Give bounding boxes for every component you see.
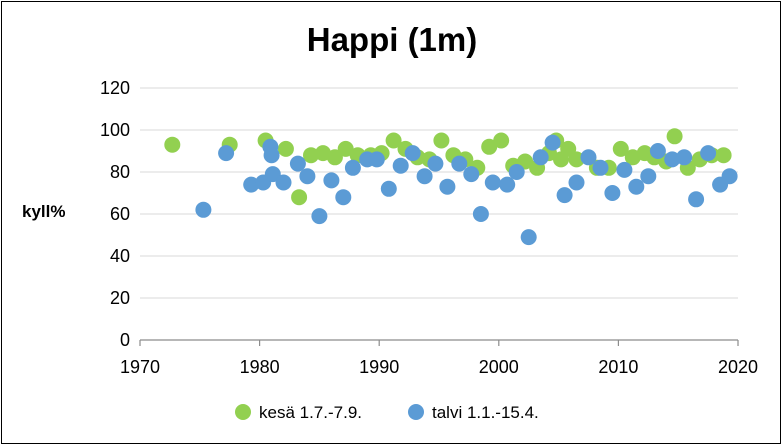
winter-data-point [311, 208, 328, 225]
summer-data-point [666, 128, 683, 145]
summer-data-point [326, 149, 343, 166]
winter-data-point [520, 229, 537, 246]
winter-data-point [427, 155, 444, 172]
y-tick-label: 60 [110, 204, 130, 224]
summer-data-point [481, 138, 498, 155]
summer-data-point [612, 140, 629, 157]
y-tick-label: 80 [110, 162, 130, 182]
winter-data-point [218, 145, 235, 162]
summer-data-point [715, 147, 732, 164]
winter-data-point [628, 178, 645, 195]
winter-data-point [568, 174, 585, 191]
winter-data-point [499, 176, 516, 193]
winter-data-point [299, 168, 316, 185]
winter-data-point [508, 164, 525, 180]
winter-data-point [275, 174, 292, 191]
winter-data-point [649, 143, 666, 159]
summer-data-point [568, 151, 585, 168]
y-tick-label: 100 [100, 120, 130, 140]
winter-data-point [380, 180, 397, 197]
winter-data-point [195, 201, 212, 218]
x-tick-label: 2010 [598, 357, 638, 377]
axes [139, 339, 739, 346]
winter-data-point [484, 174, 501, 191]
winter-data-point [439, 178, 456, 195]
x-tick-label: 2020 [718, 357, 758, 377]
winter-data-point [592, 159, 609, 176]
winter-data-point [616, 161, 633, 178]
winter-data-point [544, 134, 561, 151]
winter-data-point [404, 145, 421, 162]
summer-data-point [164, 136, 181, 153]
winter-data-point [604, 185, 621, 201]
summer-data-point [277, 140, 294, 157]
y-tick-label: 40 [110, 246, 130, 266]
gridlines [140, 87, 738, 299]
winter-data-point [392, 157, 409, 174]
winter-data-point [335, 189, 352, 206]
x-tick-label: 1990 [359, 357, 399, 377]
winter-data-point [688, 191, 705, 208]
y-tick-label: 20 [110, 288, 130, 308]
summer-legend-marker [235, 404, 251, 420]
y-tick-label: 120 [100, 78, 130, 98]
x-tick-label: 2000 [479, 357, 519, 377]
summer-data-point [291, 189, 308, 206]
chart-title: Happi (1m) [307, 21, 478, 58]
winter-data-point [264, 166, 281, 183]
winter-legend-marker [408, 404, 424, 420]
winter-data-point [640, 168, 657, 185]
winter-data-point [323, 172, 340, 189]
x-tick-label: 1980 [240, 357, 280, 377]
winter-data-point [664, 151, 681, 168]
winter-legend-label: talvi 1.1.-15.4. [432, 403, 539, 422]
tick-labels: 0 20 40 60 80 100 120 1970 1980 1990 2000 2010 2020 [100, 78, 758, 377]
winter-data-point [721, 168, 738, 185]
y-axis-label: kyll% [22, 202, 65, 221]
legend: kesä 1.7.-7.9. talvi 1.1.-15.4. [235, 403, 539, 422]
winter-data-point [556, 187, 573, 204]
summer-data-point [303, 147, 319, 164]
winter-data-point [700, 145, 717, 162]
summer-legend-label: kesä 1.7.-7.9. [259, 403, 362, 422]
winter-data-point [344, 159, 361, 176]
winter-data-point [676, 149, 693, 166]
winter-data-point [472, 206, 489, 222]
winter-data-point [289, 155, 306, 172]
winter-data-point [416, 168, 433, 185]
y-tick-label: 0 [120, 330, 130, 350]
winter-data-point [580, 149, 597, 166]
summer-data-point [385, 132, 402, 149]
winter-data-point [368, 151, 385, 168]
winter-data-point [243, 176, 260, 193]
winter-data-point [532, 149, 549, 166]
x-tick-label: 1970 [120, 357, 160, 377]
winter-data-point [451, 155, 468, 172]
winter-data-point [263, 147, 280, 164]
summer-data-point [337, 140, 354, 157]
data-points [164, 128, 738, 246]
summer-data-point [493, 132, 510, 149]
summer-data-point [433, 132, 450, 149]
winter-data-point [463, 166, 480, 183]
